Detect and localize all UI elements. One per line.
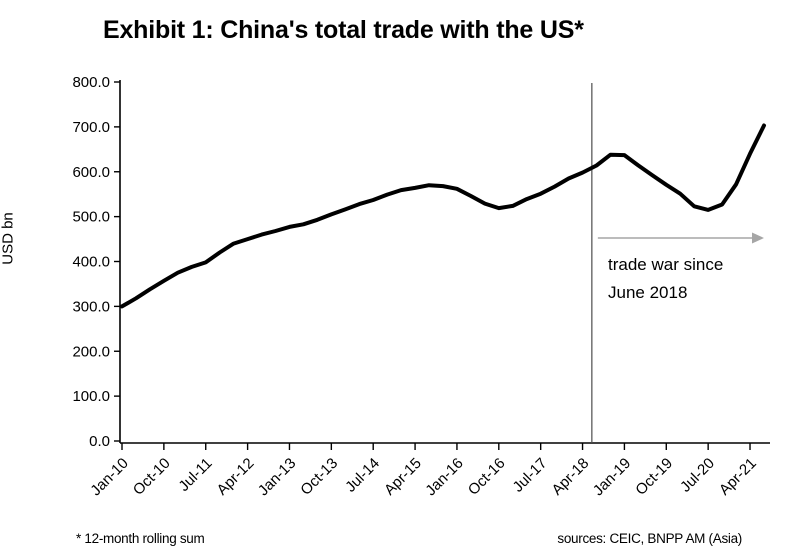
y-tick-label: 800.0 — [72, 74, 110, 91]
x-tick-label: Apr-15 — [381, 455, 425, 499]
x-tick-label: Jan-13 — [255, 455, 299, 499]
y-tick-label: 700.0 — [72, 119, 110, 136]
y-tick-label: 400.0 — [72, 254, 110, 271]
annotation-line-2: June 2018 — [608, 283, 688, 302]
x-tick-label: Oct-19 — [632, 455, 676, 499]
y-tick-label: 0.0 — [89, 433, 110, 450]
x-tick-label: Apr-21 — [716, 455, 760, 499]
x-tick-label: Jan-19 — [590, 455, 634, 499]
x-tick-label: Oct-13 — [297, 455, 341, 499]
y-tick-label: 100.0 — [72, 388, 110, 405]
x-tick-label: Jul-14 — [342, 455, 383, 496]
x-tick-label: Oct-16 — [465, 455, 509, 499]
trade-war-arrow-head — [752, 232, 764, 244]
chart-title: Exhibit 1: China's total trade with the … — [103, 16, 584, 44]
x-tick-label: Jan-16 — [422, 455, 466, 499]
footnote: * 12-month rolling sum — [76, 531, 205, 546]
x-tick-label: Jul-11 — [175, 455, 215, 495]
y-tick-label: 600.0 — [72, 164, 110, 181]
source-credit: sources: CEIC, BNPP AM (Asia) — [557, 531, 742, 546]
x-tick-label: Apr-18 — [549, 455, 593, 499]
annotation-line-1: trade war since — [608, 255, 724, 274]
x-tick-label: Apr-12 — [214, 455, 258, 499]
y-tick-label: 300.0 — [72, 298, 110, 315]
x-tick-label: Oct-10 — [130, 455, 174, 499]
trade-line — [120, 123, 766, 309]
y-tick-label: 200.0 — [72, 343, 110, 360]
y-tick-label: 500.0 — [72, 209, 110, 226]
trade-war-annotation: trade war since June 2018 — [608, 251, 723, 307]
x-tick-label: Jul-20 — [677, 455, 718, 496]
x-tick-label: Jul-17 — [510, 455, 551, 496]
x-tick-label: Jan-10 — [87, 455, 131, 499]
